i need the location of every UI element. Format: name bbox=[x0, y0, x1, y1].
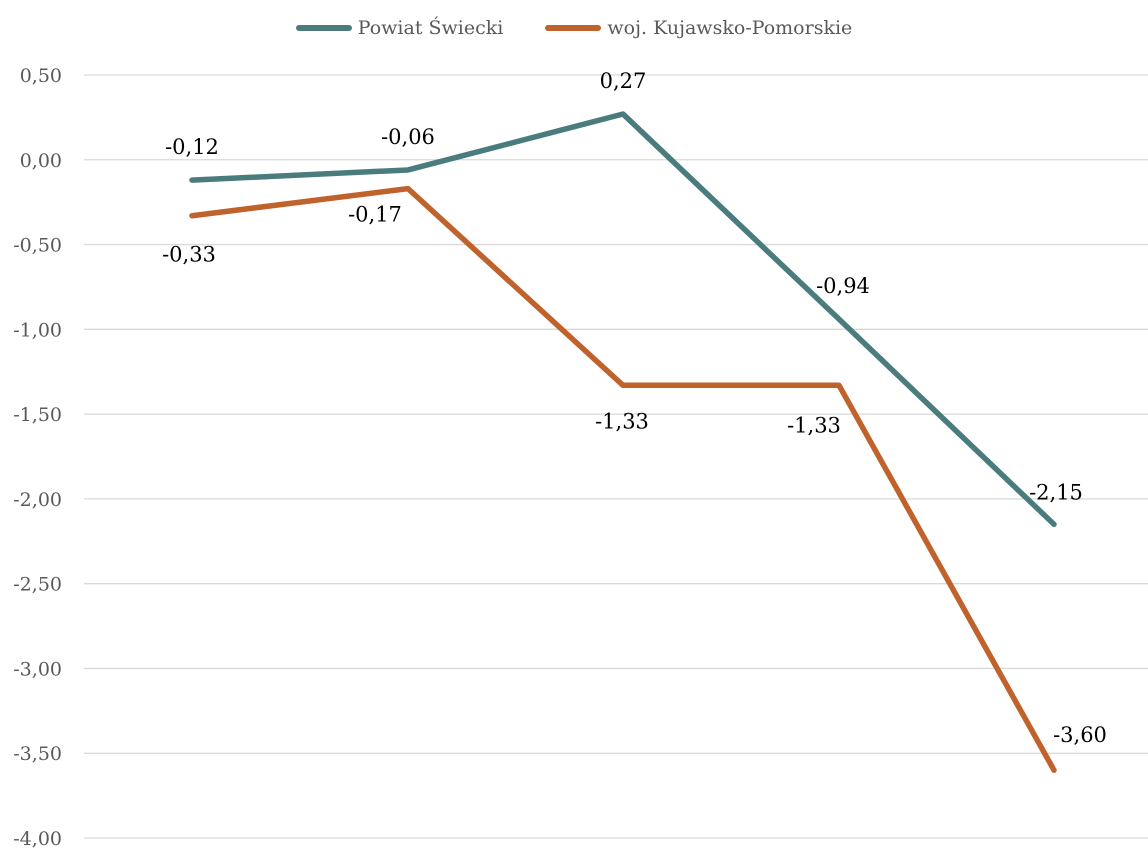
y-tick-label: -2,50 bbox=[13, 574, 62, 596]
legend-label-powiat: Powiat Świecki bbox=[357, 17, 504, 39]
legend-item-powiat: Powiat Świecki bbox=[295, 17, 504, 39]
legend-label-wojewodztwo: woj. Kujawsko-Pomorskie bbox=[607, 17, 853, 39]
y-tick-label: -3,00 bbox=[13, 658, 62, 680]
data-label: -0,33 bbox=[162, 243, 216, 267]
data-label: -0,12 bbox=[165, 135, 219, 159]
y-tick-label: 0,00 bbox=[20, 150, 62, 172]
y-tick-label: -0,50 bbox=[13, 235, 62, 257]
series-line-1 bbox=[189, 185, 1057, 773]
data-label: -1,33 bbox=[595, 409, 649, 433]
y-tick-label: -4,00 bbox=[13, 828, 62, 848]
data-label: -2,15 bbox=[1029, 480, 1083, 504]
y-tick-label: 0,50 bbox=[20, 65, 62, 87]
data-label: -0,17 bbox=[348, 203, 402, 227]
y-tick-label: -1,00 bbox=[13, 319, 62, 341]
data-label: -0,06 bbox=[381, 125, 435, 149]
y-tick-label: -1,50 bbox=[13, 404, 62, 426]
data-label: -0,94 bbox=[816, 274, 870, 298]
legend: Powiat Świecki woj. Kujawsko-Pomorskie bbox=[0, 14, 1148, 39]
legend-swatch-powiat bbox=[295, 25, 352, 31]
data-label: 0,27 bbox=[600, 69, 647, 93]
legend-swatch-wojewodztwo bbox=[545, 25, 602, 31]
y-tick-label: -2,00 bbox=[13, 489, 62, 511]
series-line-0 bbox=[189, 111, 1057, 528]
legend-item-wojewodztwo: woj. Kujawsko-Pomorskie bbox=[545, 17, 852, 39]
y-tick-label: -3,50 bbox=[13, 743, 62, 765]
data-label: -3,60 bbox=[1053, 723, 1107, 747]
data-label: -1,33 bbox=[787, 413, 841, 437]
